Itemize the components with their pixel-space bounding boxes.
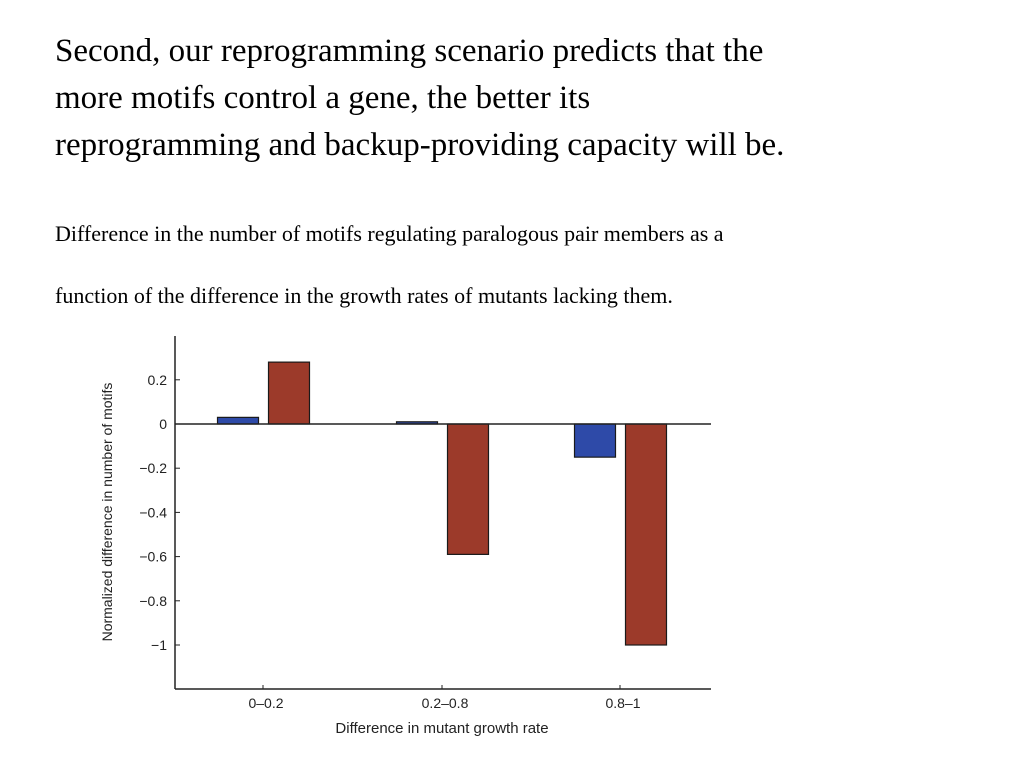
bar-0.8–1-series-1	[573, 423, 617, 458]
bar-0.2–0.8-series-2	[446, 423, 490, 555]
bar-0.8–1-series-2	[624, 423, 668, 646]
x-tick-label: 0.2–0.8	[422, 695, 469, 711]
x-tick-label: 0–0.2	[248, 695, 283, 711]
x-axis-title: Difference in mutant growth rate	[335, 720, 548, 737]
headline-line: more motifs control a gene, the better i…	[55, 80, 591, 116]
bars-layer	[216, 361, 668, 646]
y-axis-title: Normalized difference in number of motif…	[99, 383, 115, 642]
x-tick-label: 0.8–1	[605, 695, 640, 711]
y-tick-label: −1	[151, 637, 167, 653]
headline-line: Second, our reprogramming scenario predi…	[55, 33, 764, 69]
y-tick-label: 0	[159, 416, 167, 432]
bar-0–0.2-series-2	[267, 361, 311, 425]
slide-headline: Second, our reprogramming scenario predi…	[55, 28, 995, 169]
figure-caption-line: function of the difference in the growth…	[55, 283, 673, 308]
y-tick-label: −0.6	[139, 549, 167, 565]
y-tick-label: −0.4	[139, 504, 167, 520]
bar-0–0.2-series-1	[216, 416, 260, 425]
headline-line: reprogramming and backup-providing capac…	[55, 127, 785, 163]
figure-caption-line: Difference in the number of motifs regul…	[55, 221, 724, 246]
y-tick-label: −0.8	[139, 593, 167, 609]
labels-layer: 0.2 0 −0.2 −0.4 −0.6 −0.8 −1 0–0.2 0.2–0.8 0.8–1 D…	[99, 372, 641, 737]
y-tick-label: −0.2	[139, 460, 167, 476]
y-tick-label: 0.2	[148, 372, 168, 388]
axes-layer	[174, 336, 711, 690]
